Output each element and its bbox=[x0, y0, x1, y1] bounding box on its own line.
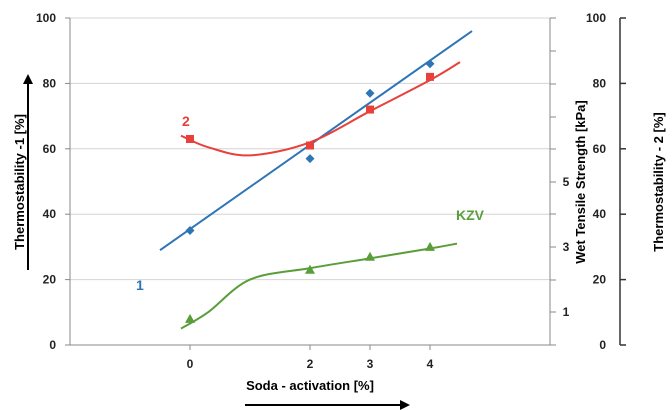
axes bbox=[69, 18, 621, 346]
series-label-1: 1 bbox=[136, 277, 144, 293]
left-tick-label: 80 bbox=[43, 76, 57, 90]
data-point-series-3 bbox=[365, 251, 375, 261]
left-y-axis-title: Thermostability -1 [%] bbox=[12, 114, 27, 250]
data-point-series-1 bbox=[305, 154, 315, 164]
data-point-series-2 bbox=[366, 105, 374, 114]
data-point-series-2 bbox=[186, 134, 194, 143]
left-y-axis-arrow-head bbox=[23, 74, 33, 84]
right-tick-label: 40 bbox=[593, 207, 607, 221]
middle-tick-label: 5 bbox=[563, 175, 570, 189]
left-tick-label: 20 bbox=[43, 273, 57, 287]
data-markers bbox=[185, 59, 435, 323]
x-tick-label: 3 bbox=[367, 357, 374, 371]
data-point-series-2 bbox=[426, 72, 434, 81]
trend-line-series-3 bbox=[180, 242, 458, 330]
left-tick-label: 60 bbox=[43, 142, 57, 156]
right-y-title-group: Thermostability - 2 [%] bbox=[651, 112, 666, 251]
data-point-series-3 bbox=[305, 264, 315, 274]
tick-labels: 0 20 40 60 80 100 0 20 40 60 80 100 1 3 5 0 2 3 4 bbox=[36, 11, 626, 371]
x-axis-title: Soda - activation [%] bbox=[246, 378, 374, 393]
data-point-series-1 bbox=[185, 226, 195, 236]
trend-line-series-2 bbox=[180, 61, 461, 157]
right-y-axis-title: Thermostability - 2 [%] bbox=[651, 112, 666, 251]
data-point-series-1 bbox=[425, 59, 435, 69]
middle-y-axis-title: Wet Tensile Strength [kPa] bbox=[573, 100, 588, 264]
data-point-series-2 bbox=[306, 141, 314, 150]
x-axis-title-group: Soda - activation [%] bbox=[245, 378, 410, 410]
left-tick-label: 40 bbox=[43, 207, 57, 221]
right-tick-label: 0 bbox=[599, 338, 606, 352]
data-point-series-3 bbox=[185, 313, 195, 323]
data-point-series-3 bbox=[425, 241, 435, 251]
right-tick-label: 100 bbox=[586, 11, 606, 25]
series-label-2: 2 bbox=[182, 113, 190, 129]
middle-y-title-group: Wet Tensile Strength [kPa] bbox=[573, 100, 588, 264]
middle-tick-label: 3 bbox=[563, 240, 570, 254]
right-tick-label: 20 bbox=[593, 273, 607, 287]
middle-tick-label: 1 bbox=[563, 305, 570, 319]
trend-lines bbox=[159, 30, 473, 330]
series-label-kzv: KZV bbox=[456, 207, 485, 223]
data-point-series-1 bbox=[365, 88, 375, 98]
left-y-title-group: Thermostability -1 [%] bbox=[12, 114, 27, 250]
x-tick-label: 4 bbox=[427, 357, 434, 371]
left-tick-label: 100 bbox=[36, 11, 56, 25]
x-tick-label: 0 bbox=[187, 357, 194, 371]
right-tick-label: 60 bbox=[593, 142, 607, 156]
left-tick-label: 0 bbox=[49, 338, 56, 352]
x-axis-arrow-head bbox=[400, 400, 410, 410]
x-tick-label: 2 bbox=[307, 357, 314, 371]
right-tick-label: 80 bbox=[593, 76, 607, 90]
